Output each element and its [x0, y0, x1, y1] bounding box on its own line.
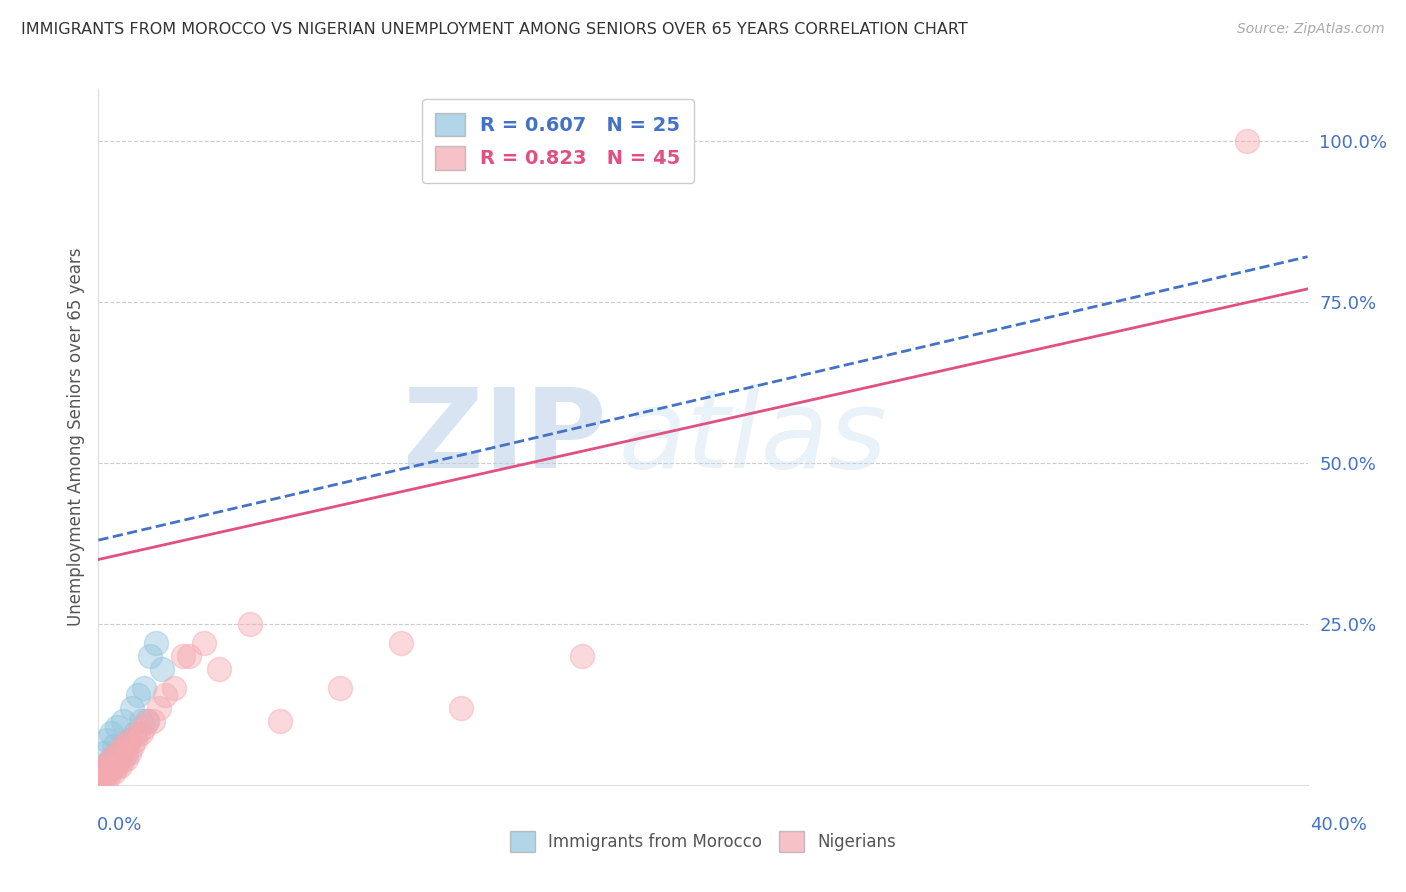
Point [93, 765, 115, 780]
Point [127, 726, 149, 740]
Legend: Immigrants from Morocco, Nigerians: Immigrants from Morocco, Nigerians [502, 823, 904, 860]
Point [114, 746, 136, 760]
Point [100, 758, 122, 772]
Point [129, 726, 152, 740]
Point [121, 700, 143, 714]
Text: 0.0%: 0.0% [97, 816, 142, 834]
Point [127, 688, 149, 702]
Point [111, 739, 134, 754]
Point [100, 765, 122, 780]
Text: atlas: atlas [619, 384, 887, 491]
Point [150, 662, 173, 676]
Point [108, 758, 131, 772]
Point [111, 739, 134, 754]
Point [114, 739, 136, 754]
Point [100, 752, 122, 766]
Point [100, 752, 122, 766]
Point [105, 720, 128, 734]
Point [96, 732, 118, 747]
Point [121, 739, 143, 754]
Point [93, 758, 115, 772]
Point [329, 681, 352, 696]
Y-axis label: Unemployment Among Seniors over 65 years: Unemployment Among Seniors over 65 years [66, 248, 84, 626]
Point [239, 616, 262, 631]
Point [135, 714, 157, 728]
Text: ZIP: ZIP [404, 384, 606, 491]
Text: Source: ZipAtlas.com: Source: ZipAtlas.com [1237, 22, 1385, 37]
Point [93, 772, 115, 786]
Point [118, 732, 141, 747]
Point [124, 732, 146, 747]
Point [129, 714, 152, 728]
Point [193, 636, 215, 650]
Point [145, 636, 167, 650]
Point [269, 714, 291, 728]
Point [148, 700, 170, 714]
Text: IMMIGRANTS FROM MOROCCO VS NIGERIAN UNEMPLOYMENT AMONG SENIORS OVER 65 YEARS COR: IMMIGRANTS FROM MOROCCO VS NIGERIAN UNEM… [21, 22, 967, 37]
Point [389, 636, 412, 650]
Point [139, 649, 162, 664]
Point [93, 758, 115, 772]
Point [450, 700, 472, 714]
Point [208, 662, 231, 676]
Point [118, 732, 141, 747]
Point [118, 746, 141, 760]
Point [96, 772, 118, 786]
Point [90, 765, 112, 780]
Point [96, 765, 118, 780]
Point [163, 681, 186, 696]
Point [105, 758, 128, 772]
Point [111, 714, 134, 728]
Point [90, 772, 112, 786]
Point [96, 765, 118, 780]
Point [105, 746, 128, 760]
Point [132, 681, 155, 696]
Point [111, 752, 134, 766]
Point [108, 746, 131, 760]
Point [105, 746, 128, 760]
Point [90, 765, 112, 780]
Point [153, 688, 176, 702]
Point [103, 739, 125, 754]
Point [114, 752, 136, 766]
Point [142, 714, 165, 728]
Point [96, 758, 118, 772]
Text: 40.0%: 40.0% [1310, 816, 1367, 834]
Point [1236, 134, 1258, 148]
Point [172, 649, 194, 664]
Point [103, 752, 125, 766]
Point [93, 746, 115, 760]
Point [108, 752, 131, 766]
Point [103, 758, 125, 772]
Point [100, 726, 122, 740]
Point [124, 726, 146, 740]
Point [571, 649, 593, 664]
Point [132, 720, 155, 734]
Point [103, 765, 125, 780]
Point [103, 758, 125, 772]
Point [135, 714, 157, 728]
Point [179, 649, 201, 664]
